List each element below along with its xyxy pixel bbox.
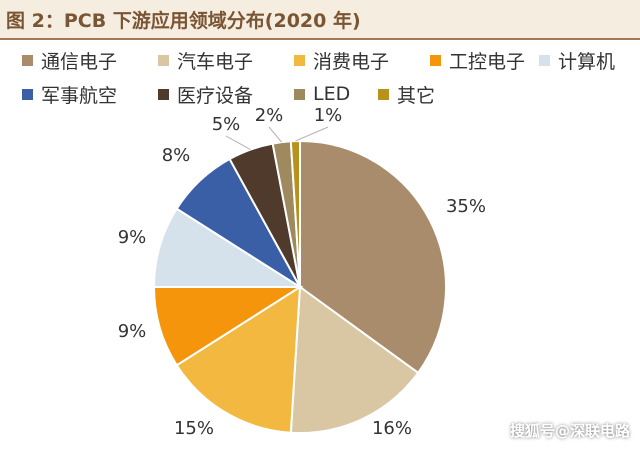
watermark: 搜狐号@深联电路	[509, 422, 630, 440]
chart-title: 图 2：PCB 下游应用领域分布(2020 年)	[6, 10, 361, 32]
pie-slice	[152, 286, 304, 367]
legend-label: 通信电子	[41, 50, 118, 73]
slice-label: 35%	[446, 196, 486, 217]
legend-label: 医疗设备	[177, 84, 254, 107]
slice-label: 9%	[118, 227, 147, 248]
legend-label: 汽车电子	[177, 50, 254, 73]
leader-line	[295, 126, 329, 142]
slice-label: 2%	[255, 105, 284, 126]
legend-label: 其它	[397, 84, 436, 107]
legend-label: LED	[313, 83, 351, 105]
title-bar: 图 2：PCB 下游应用领域分布(2020 年)	[0, 0, 640, 40]
legend-item: 医疗设备	[158, 82, 254, 107]
legend-swatch	[22, 54, 33, 66]
legend-item: 工控电子	[430, 48, 526, 73]
legend-item: 汽车电子	[158, 48, 254, 73]
legend-swatch	[158, 54, 169, 66]
legend-swatch	[378, 88, 389, 100]
slice-label: 8%	[162, 145, 191, 166]
legend-label: 消费电子	[313, 50, 390, 73]
legend-item: 军事航空	[22, 82, 118, 107]
legend-label: 计算机	[558, 50, 616, 73]
pie-slice	[299, 139, 447, 375]
legend-item: 其它	[378, 82, 436, 107]
slice-label: 16%	[372, 418, 412, 439]
legend-swatch	[430, 54, 441, 66]
slice-label: 9%	[118, 321, 147, 342]
legend-item: 消费电子	[294, 48, 390, 73]
legend-item: LED	[294, 82, 350, 106]
legend-swatch	[539, 54, 550, 66]
pie-slice	[152, 207, 304, 288]
legend-swatch	[294, 54, 305, 66]
legend-swatch	[294, 88, 305, 100]
legend: 通信电子 汽车电子 消费电子 工控电子 计算机军事航空 医疗设备 LED 其它	[0, 48, 640, 110]
slice-label: 5%	[212, 114, 241, 135]
legend-swatch	[158, 88, 169, 100]
leader-line	[225, 135, 251, 151]
legend-swatch	[22, 88, 33, 100]
legend-label: 工控电子	[449, 50, 526, 73]
legend-label: 军事航空	[41, 84, 118, 107]
legend-item: 计算机	[539, 48, 616, 73]
legend-item: 通信电子	[22, 48, 118, 73]
leader-line	[268, 126, 283, 143]
pie-slice	[289, 285, 420, 434]
slice-label: 1%	[314, 105, 343, 126]
pie-slice	[175, 285, 302, 434]
slice-label: 15%	[174, 418, 214, 439]
